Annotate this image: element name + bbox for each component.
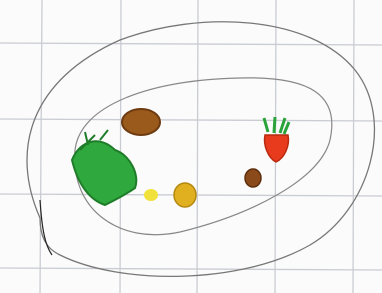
bean xyxy=(122,109,160,135)
potato xyxy=(174,183,196,207)
page xyxy=(0,0,382,293)
drawing xyxy=(0,0,382,293)
corn xyxy=(144,189,158,201)
nut xyxy=(245,169,261,187)
